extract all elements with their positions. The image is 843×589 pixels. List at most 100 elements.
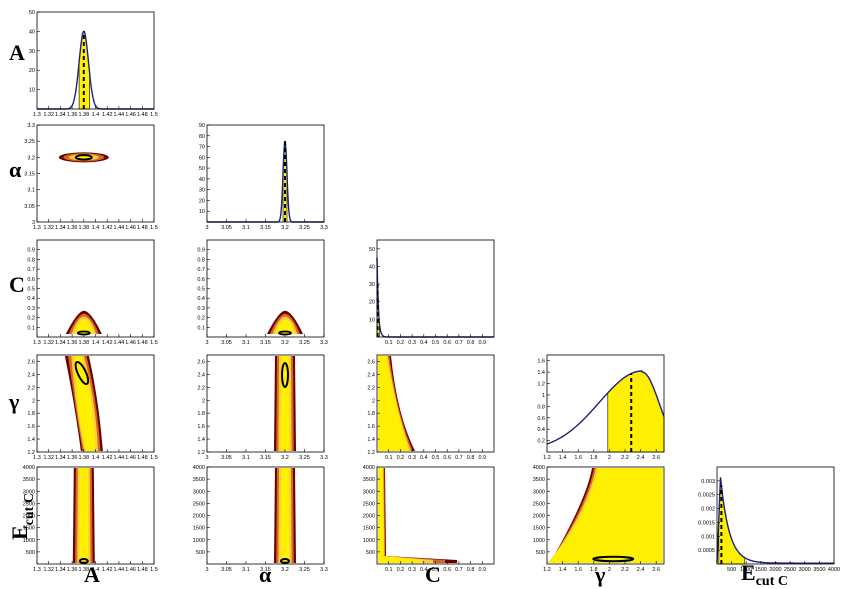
ytick-label-gamma-gamma-0: 0.2 (537, 439, 545, 445)
xtick-label-Ecut-A-1: 1.32 (43, 567, 54, 573)
xtick-label-Ecut-C-4: 0.5 (432, 567, 440, 573)
ytick-label-gamma-A-6: 2.4 (27, 372, 35, 378)
density-alpha-A (58, 152, 109, 163)
xtick-label-C-A-10: 1.5 (150, 340, 158, 346)
ytick-label-alpha-A-2: 3.1 (27, 188, 35, 194)
xtick-label-gamma-A-10: 1.5 (150, 455, 158, 461)
ytick-label-Ecut-C-6: 3500 (363, 477, 375, 483)
ytick-label-C-A-8: 0.9 (27, 248, 35, 254)
ytick-label-gamma-C-5: 2.2 (367, 385, 375, 391)
xtick-label-alpha-alpha-4: 3.2 (281, 225, 289, 231)
ytick-label-C-A-6: 0.7 (27, 267, 35, 273)
xtick-label-A-A-1: 1.32 (43, 112, 54, 118)
density-C-alpha (267, 310, 303, 336)
xtick-label-Ecut-gamma-3: 1.8 (590, 567, 598, 573)
xtick-label-Ecut-Ecut-3: 2000 (769, 567, 781, 573)
xtick-label-alpha-A-10: 1.5 (150, 225, 158, 231)
ytick-label-gamma-gamma-5: 1.2 (537, 382, 545, 388)
ytick-label-Ecut-gamma-2: 1500 (533, 526, 545, 532)
xtick-label-A-A-4: 1.38 (78, 112, 89, 118)
ytick-label-Ecut-gamma-1: 1000 (533, 538, 545, 544)
ytick-label-alpha-A-5: 3.25 (24, 139, 35, 145)
panel-frame-Ecut-alpha (206, 466, 325, 565)
band-layer-3 (378, 468, 421, 563)
ytick-label-Ecut-C-2: 1500 (363, 526, 375, 532)
ytick-label-alpha-A-4: 3.2 (27, 155, 35, 161)
ytick-label-Ecut-A-2: 1500 (23, 526, 35, 532)
xtick-label-C-A-3: 1.36 (67, 340, 78, 346)
panel-frame-Ecut-C (376, 466, 495, 565)
xtick-label-Ecut-C-6: 0.7 (455, 567, 463, 573)
ytick-label-gamma-A-0: 1.2 (27, 450, 35, 456)
ytick-label-gamma-A-5: 2.2 (27, 385, 35, 391)
xtick-label-C-alpha-5: 3.25 (299, 340, 310, 346)
contour-1sigma (74, 154, 93, 161)
ytick-label-gamma-gamma-1: 0.4 (537, 427, 545, 433)
ytick-label-C-alpha-6: 0.7 (197, 267, 205, 273)
col-label-ecut: Ecut C (741, 560, 788, 589)
ytick-label-gamma-C-6: 2.4 (367, 372, 375, 378)
xtick-label-gamma-alpha-2: 3.1 (242, 455, 250, 461)
ytick-label-C-alpha-1: 0.2 (197, 316, 205, 322)
ytick-label-gamma-alpha-0: 1.2 (197, 450, 205, 456)
ytick-label-Ecut-Ecut-0: 0.0005 (698, 548, 715, 554)
panel-frame-gamma-gamma (546, 354, 665, 453)
xtick-label-Ecut-C-7: 0.8 (467, 567, 475, 573)
ytick-label-Ecut-C-0: 500 (366, 550, 375, 556)
xtick-label-gamma-A-6: 1.42 (102, 455, 113, 461)
xtick-label-C-A-9: 1.48 (137, 340, 148, 346)
ytick-label-gamma-A-4: 2 (32, 398, 35, 404)
xtick-label-gamma-A-8: 1.46 (125, 455, 136, 461)
xtick-label-Ecut-A-9: 1.48 (137, 567, 148, 573)
ytick-label-Ecut-alpha-0: 500 (196, 550, 205, 556)
row-label-ecut: Ecut C (7, 493, 37, 540)
xtick-label-gamma-A-2: 1.34 (55, 455, 66, 461)
xtick-label-Ecut-alpha-1: 3.05 (221, 567, 232, 573)
xtick-label-Ecut-gamma-2: 1.6 (574, 567, 582, 573)
xtick-label-gamma-gamma-2: 1.6 (574, 455, 582, 461)
xtick-label-A-A-3: 1.36 (67, 112, 78, 118)
xtick-label-gamma-gamma-4: 2 (608, 455, 611, 461)
ytick-label-Ecut-alpha-7: 4000 (193, 465, 205, 471)
xtick-label-alpha-A-9: 1.48 (137, 225, 148, 231)
row-label-A: A (9, 40, 25, 65)
density-Ecut-alpha (274, 468, 296, 564)
xtick-label-Ecut-A-8: 1.46 (125, 567, 136, 573)
xtick-label-alpha-A-8: 1.46 (125, 225, 136, 231)
ytick-label-Ecut-gamma-6: 3500 (533, 477, 545, 483)
xtick-label-Ecut-alpha-6: 3.3 (320, 567, 328, 573)
ytick-label-C-alpha-4: 0.5 (197, 287, 205, 293)
contour-1sigma (74, 360, 90, 386)
xtick-label-Ecut-Ecut-5: 3000 (799, 567, 811, 573)
ytick-label-Ecut-A-3: 2000 (23, 514, 35, 520)
xtick-label-alpha-A-4: 1.38 (78, 225, 89, 231)
ytick-label-C-A-4: 0.5 (27, 287, 35, 293)
xtick-label-A-A-9: 1.48 (137, 112, 148, 118)
ytick-label-C-A-5: 0.6 (27, 277, 35, 283)
xtick-label-Ecut-C-8: 0.9 (478, 567, 486, 573)
xtick-label-C-C-3: 0.4 (420, 340, 428, 346)
ytick-label-C-C-1: 20 (369, 300, 375, 306)
xtick-label-gamma-A-7: 1.44 (114, 455, 125, 461)
band-layer-3 (74, 356, 96, 451)
xtick-label-C-A-1: 1.32 (43, 340, 54, 346)
ytick-label-alpha-A-0: 3 (32, 220, 35, 226)
ytick-label-C-alpha-5: 0.6 (197, 277, 205, 283)
panel-frame-C-alpha (206, 239, 325, 338)
panel-frame-gamma-alpha (206, 354, 325, 453)
ytick-label-alpha-alpha-6: 70 (199, 145, 205, 151)
xtick-label-C-A-4: 1.38 (78, 340, 89, 346)
ytick-label-gamma-C-2: 1.6 (367, 424, 375, 430)
xtick-label-A-A-8: 1.46 (125, 112, 136, 118)
col-label-gamma: γ (594, 562, 605, 587)
ytick-label-alpha-alpha-7: 80 (199, 134, 205, 140)
xtick-label-gamma-C-6: 0.7 (455, 455, 463, 461)
ytick-label-gamma-gamma-6: 1.4 (537, 370, 545, 376)
xtick-label-alpha-alpha-1: 3.05 (221, 225, 232, 231)
ytick-label-alpha-alpha-3: 40 (199, 177, 205, 183)
xtick-label-Ecut-gamma-4: 2 (608, 567, 611, 573)
ytick-label-Ecut-A-6: 3500 (23, 477, 35, 483)
xtick-label-C-C-4: 0.5 (432, 340, 440, 346)
xtick-label-C-A-7: 1.44 (114, 340, 125, 346)
xtick-label-alpha-alpha-5: 3.25 (299, 225, 310, 231)
